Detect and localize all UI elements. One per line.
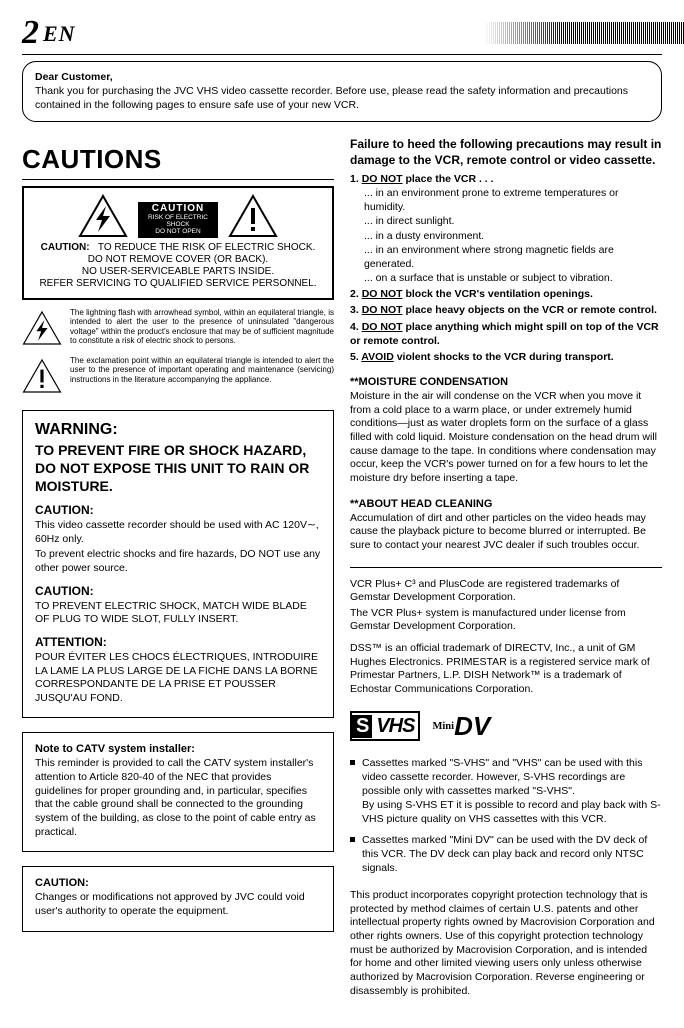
cautions-heading: CAUTIONS [22, 144, 334, 180]
dear-body: Thank you for purchasing the JVC VHS vid… [35, 85, 628, 111]
svhs-logo: SVHS [350, 711, 420, 741]
fail-heading: Failure to heed the following precaution… [350, 136, 662, 168]
n1c: ... in a dusty environment. [350, 229, 662, 243]
bolt-symbol-text: The lightning flash with arrowhead symbo… [70, 308, 334, 348]
logo-row: SVHS MiniDV [350, 711, 662, 742]
head-cleaning-p: Accumulation of dirt and other particles… [350, 512, 662, 553]
dear-customer-box: Dear Customer, Thank you for purchasing … [22, 61, 662, 122]
left-column: CAUTIONS CAUTION RISK OF ELECTRIC SHOCK … [22, 136, 334, 1001]
excl-symbol-text: The exclamation point within an equilate… [70, 356, 334, 396]
trademark-p1: VCR Plus+ C³ and PlusCode are registered… [350, 578, 662, 605]
mod-box: CAUTION: Changes or modifications not ap… [22, 866, 334, 931]
caution2-p: TO PREVENT ELECTRIC SHOCK, MATCH WIDE BL… [35, 600, 321, 627]
minidv-logo: MiniDV [432, 711, 490, 742]
risk-line-1: RISK OF ELECTRIC SHOCK [140, 214, 216, 228]
trademark-p2: The VCR Plus+ system is manufactured und… [350, 607, 662, 634]
n2-after: block the VCR's ventilation openings. [403, 288, 593, 300]
minidv-mini: Mini [432, 721, 454, 732]
bullet-2: Cassettes marked "Mini DV" can be used w… [350, 833, 662, 876]
exclamation-triangle-small-icon [22, 356, 62, 396]
exclamation-triangle-icon [228, 194, 278, 238]
moisture-p: Moisture in the air will condense on the… [350, 390, 662, 485]
n1e: ... on a surface that is unstable or sub… [350, 271, 662, 285]
header-stripes [484, 22, 684, 44]
precaution-list: 1. DO NOT place the VCR . . . ... in an … [350, 172, 662, 364]
warning-hdr: WARNING: [35, 421, 321, 439]
catv-box: Note to CATV system installer: This remi… [22, 732, 334, 852]
macrovision-p: This product incorporates copyright prot… [350, 889, 662, 998]
warning-box: WARNING: TO PREVENT FIRE OR SHOCK HAZARD… [22, 410, 334, 719]
warning-sub: TO PREVENT FIRE OR SHOCK HAZARD, DO NOT … [35, 441, 321, 496]
bolt-triangle-small-icon [22, 308, 62, 348]
dear-greeting: Dear Customer, [35, 71, 113, 83]
caution-line3: NO USER-SERVICEABLE PARTS INSIDE. [82, 266, 274, 277]
caution-line1: TO REDUCE THE RISK OF ELECTRIC SHOCK. [98, 242, 315, 253]
page-num-digit: 2 [22, 14, 39, 51]
attention-p: POUR ÉVITER LES CHOCS ÉLECTRIQUES, INTRO… [35, 651, 321, 706]
section-divider [350, 567, 662, 568]
n5-bold: AVOID [361, 351, 393, 363]
n3-lead: 3. [350, 304, 362, 316]
moisture-hdr: **MOISTURE CONDENSATION [350, 376, 662, 388]
svhs-s: S [352, 715, 372, 738]
n2-bold: DO NOT [362, 288, 403, 300]
caution1-p2: To prevent electric shocks and fire haza… [35, 548, 321, 575]
caution-black-label: CAUTION RISK OF ELECTRIC SHOCK DO NOT OP… [138, 202, 218, 237]
header-rule [22, 54, 662, 55]
catv-hdr: Note to CATV system installer: [35, 743, 321, 755]
n4-lead: 4. [350, 321, 362, 333]
head-cleaning-hdr: **ABOUT HEAD CLEANING [350, 498, 662, 510]
n1-after: place the VCR . . . [403, 173, 494, 185]
caution-label-text: CAUTION [140, 203, 216, 214]
n3-bold: DO NOT [362, 304, 403, 316]
bullet-1: Cassettes marked "S-VHS" and "VHS" can b… [350, 756, 662, 827]
caution-line4: REFER SERVICING TO QUALIFIED SERVICE PER… [39, 278, 316, 289]
n2-lead: 2. [350, 288, 362, 300]
n1-lead: 1. [350, 173, 362, 185]
n1d: ... in an environment where strong magne… [350, 243, 662, 271]
risk-line-2: DO NOT OPEN [140, 228, 216, 235]
excl-symbol-description: The exclamation point within an equilate… [22, 356, 334, 396]
caution-line2: DO NOT REMOVE COVER (OR BACK). [88, 254, 268, 265]
n4-bold: DO NOT [362, 321, 403, 333]
mod-body: Changes or modifications not approved by… [35, 891, 321, 918]
caution2-hdr: CAUTION: [35, 584, 321, 598]
mod-hdr: CAUTION: [35, 877, 321, 889]
caution-frame: CAUTION RISK OF ELECTRIC SHOCK DO NOT OP… [22, 186, 334, 300]
caution1-p1: This video cassette recorder should be u… [35, 519, 321, 546]
n5-after: violent shocks to the VCR during transpo… [394, 351, 614, 363]
n3-after: place heavy objects on the VCR or remote… [403, 304, 657, 316]
caution1-hdr: CAUTION: [35, 503, 321, 517]
catv-body: This reminder is provided to call the CA… [35, 757, 321, 839]
caution-bold: CAUTION: [41, 242, 90, 253]
bolt-triangle-icon [78, 194, 128, 238]
bolt-symbol-description: The lightning flash with arrowhead symbo… [22, 308, 334, 348]
minidv-dv: DV [454, 711, 490, 741]
n1a: ... in an environment prone to extreme t… [350, 186, 662, 214]
n1b: ... in direct sunlight. [350, 214, 662, 228]
cassette-bullets: Cassettes marked "S-VHS" and "VHS" can b… [350, 756, 662, 875]
right-column: Failure to heed the following precaution… [350, 136, 662, 1001]
attention-hdr: ATTENTION: [35, 635, 321, 649]
n1-bold: DO NOT [362, 173, 403, 185]
trademark-p3: DSS™ is an official trademark of DIRECTV… [350, 642, 662, 697]
n5-lead: 5. [350, 351, 361, 363]
page-lang: EN [43, 21, 76, 46]
svhs-vhs: VHS [372, 715, 418, 738]
